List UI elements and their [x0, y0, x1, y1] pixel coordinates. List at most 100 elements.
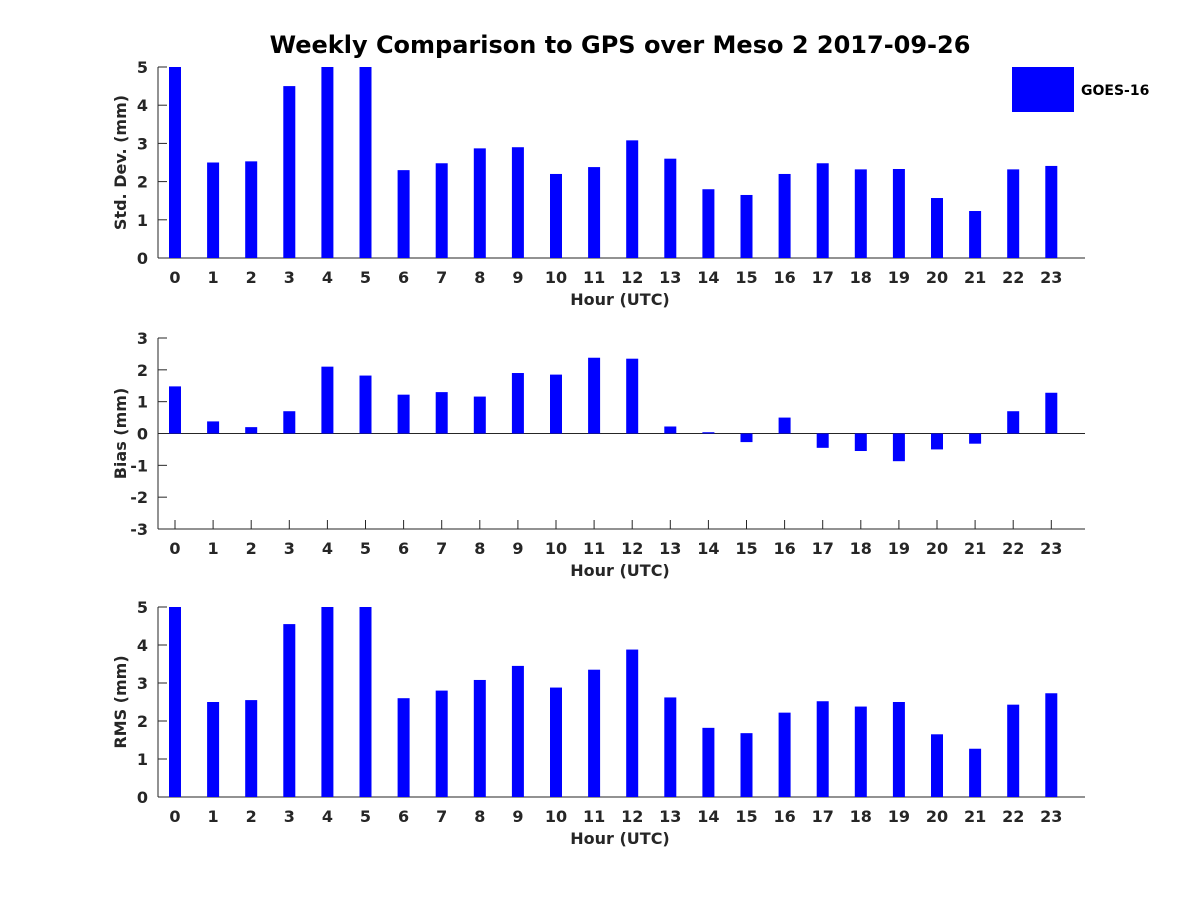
x-tick-label: 21	[964, 539, 986, 558]
bar-std-dev-hour-8	[473, 148, 486, 258]
x-tick-label: 14	[697, 268, 719, 287]
x-axis-label: Hour (UTC)	[570, 290, 670, 309]
y-tick-label: 1	[137, 211, 148, 230]
y-tick-label: -3	[130, 520, 148, 539]
x-tick-label: 2	[246, 807, 257, 826]
y-tick-label: 1	[137, 750, 148, 769]
bar-rms-hour-9	[511, 665, 524, 797]
bar-bias-hour-21	[969, 433, 982, 444]
y-tick-label: 2	[137, 361, 148, 380]
bar-bias-hour-9	[511, 373, 524, 434]
y-axis-label: Std. Dev. (mm)	[111, 95, 130, 230]
bar-std-dev-hour-3	[283, 86, 296, 258]
x-axis-label: Hour (UTC)	[570, 829, 670, 848]
x-tick-label: 18	[850, 539, 872, 558]
bar-std-dev-hour-5	[359, 67, 372, 258]
bar-rms-hour-6	[397, 698, 410, 797]
bar-std-dev-hour-18	[854, 169, 867, 258]
bar-std-dev-hour-15	[740, 194, 753, 258]
bar-std-dev-hour-6	[397, 170, 410, 258]
bar-rms-hour-4	[321, 607, 334, 797]
bar-bias-hour-4	[321, 366, 334, 434]
x-tick-label: 0	[169, 268, 180, 287]
x-tick-label: 1	[208, 268, 219, 287]
x-tick-label: 16	[773, 539, 795, 558]
x-tick-label: 20	[926, 807, 948, 826]
legend-swatch	[1012, 67, 1074, 112]
bar-std-dev-hour-20	[931, 198, 943, 258]
bar-std-dev-hour-14	[702, 189, 715, 258]
x-tick-label: 9	[512, 539, 523, 558]
bar-rms-hour-23	[1045, 693, 1058, 797]
x-tick-label: 4	[322, 268, 333, 287]
y-tick-label: 3	[137, 134, 148, 153]
y-tick-label: 4	[137, 636, 148, 655]
bar-rms-hour-7	[435, 690, 448, 797]
x-tick-label: 13	[659, 268, 681, 287]
x-tick-label: 17	[812, 539, 834, 558]
bar-rms-hour-16	[778, 712, 791, 797]
x-tick-label: 7	[436, 807, 447, 826]
bar-bias-hour-22	[1007, 411, 1020, 434]
bar-rms-hour-12	[626, 649, 639, 797]
x-tick-label: 18	[850, 807, 872, 826]
bar-rms-hour-19	[892, 702, 905, 797]
bar-rms-hour-1	[207, 702, 220, 797]
bar-rms-hour-22	[1007, 704, 1020, 797]
bar-bias-hour-7	[435, 392, 448, 434]
bar-rms-hour-21	[969, 748, 982, 797]
bar-std-dev-hour-11	[588, 167, 601, 258]
x-tick-label: 2	[246, 539, 257, 558]
bar-std-dev-hour-22	[1007, 169, 1020, 258]
bar-rms-hour-13	[664, 697, 677, 797]
x-tick-label: 20	[926, 268, 948, 287]
bar-std-dev-hour-2	[245, 161, 258, 258]
x-tick-label: 5	[360, 268, 371, 287]
y-tick-label: -2	[130, 488, 148, 507]
y-tick-label: 2	[137, 173, 148, 192]
bar-bias-hour-11	[588, 357, 601, 434]
x-tick-label: 17	[812, 807, 834, 826]
bar-std-dev-hour-13	[664, 158, 677, 258]
legend: GOES-16	[1012, 67, 1149, 112]
y-axis-label: RMS (mm)	[111, 655, 130, 748]
x-tick-label: 23	[1040, 268, 1062, 287]
x-tick-label: 7	[436, 268, 447, 287]
x-tick-label: 6	[398, 539, 409, 558]
x-tick-label: 1	[208, 807, 219, 826]
y-tick-label: 3	[137, 329, 148, 348]
legend-label: GOES-16	[1081, 83, 1149, 99]
x-tick-label: 3	[284, 268, 295, 287]
x-tick-label: 9	[512, 268, 523, 287]
x-tick-label: 13	[659, 539, 681, 558]
x-tick-label: 22	[1002, 539, 1024, 558]
x-tick-label: 19	[888, 539, 910, 558]
bar-rms-hour-3	[283, 624, 296, 797]
x-tick-label: 12	[621, 268, 643, 287]
x-tick-label: 16	[773, 807, 795, 826]
bar-rms-hour-2	[245, 700, 258, 797]
y-tick-label: 0	[137, 788, 148, 807]
x-tick-label: 9	[512, 807, 523, 826]
y-tick-label: 2	[137, 712, 148, 731]
bar-rms-hour-18	[854, 706, 867, 797]
bar-bias-hour-10	[550, 374, 562, 434]
x-tick-label: 21	[964, 268, 986, 287]
bar-std-dev-hour-7	[435, 163, 448, 258]
y-tick-label: 5	[137, 598, 148, 617]
bar-bias-hour-15	[740, 433, 753, 443]
bar-rms-hour-17	[816, 701, 829, 797]
x-tick-label: 6	[398, 807, 409, 826]
bar-std-dev-hour-23	[1045, 165, 1058, 258]
bar-std-dev-hour-0	[169, 67, 181, 258]
bar-rms-hour-5	[359, 607, 372, 797]
x-tick-label: 4	[322, 539, 333, 558]
x-tick-label: 3	[284, 539, 295, 558]
x-tick-label: 19	[888, 268, 910, 287]
x-axis-label: Hour (UTC)	[570, 561, 670, 580]
bar-rms-hour-11	[588, 669, 601, 797]
bar-bias-hour-13	[664, 426, 677, 434]
x-tick-label: 23	[1040, 807, 1062, 826]
